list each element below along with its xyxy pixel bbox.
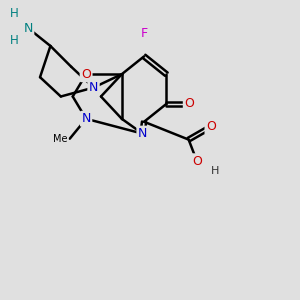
Text: Me: Me bbox=[53, 134, 68, 144]
Text: N: N bbox=[23, 22, 33, 34]
Text: N: N bbox=[81, 112, 91, 125]
Text: O: O bbox=[192, 155, 202, 168]
Text: F: F bbox=[140, 27, 148, 40]
Text: N: N bbox=[138, 127, 147, 140]
Text: O: O bbox=[81, 68, 91, 81]
Text: O: O bbox=[206, 120, 216, 133]
Text: H: H bbox=[10, 34, 18, 47]
Text: H: H bbox=[10, 7, 18, 20]
Text: N: N bbox=[89, 81, 98, 94]
Text: H: H bbox=[211, 167, 219, 176]
Text: O: O bbox=[184, 98, 194, 110]
